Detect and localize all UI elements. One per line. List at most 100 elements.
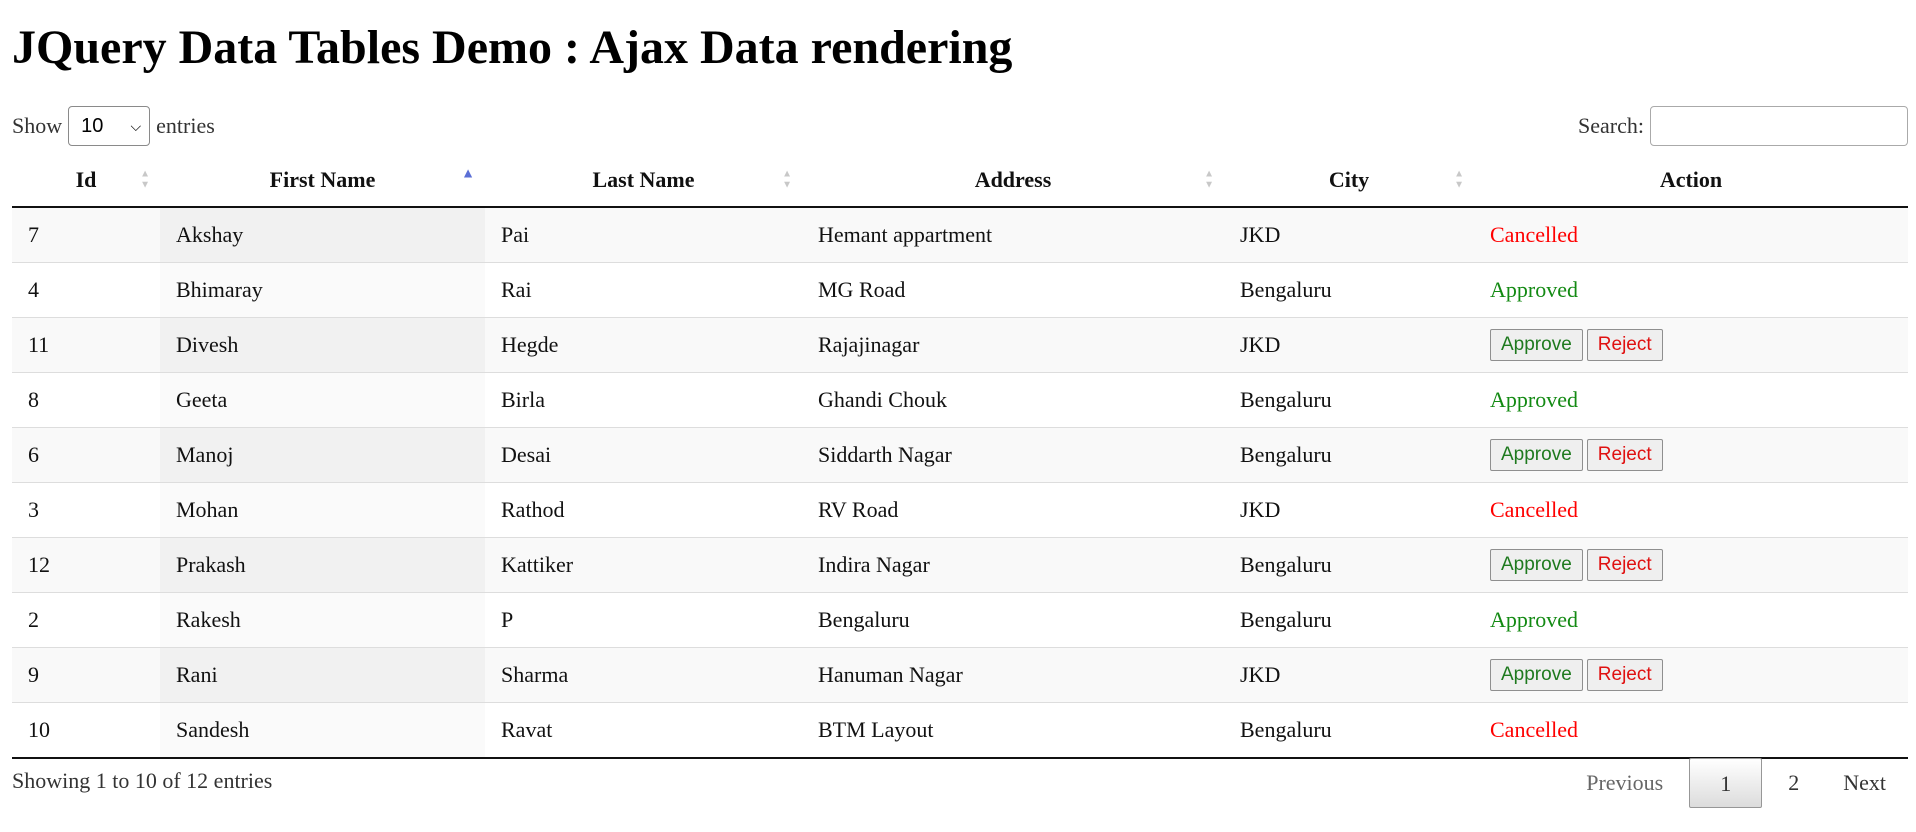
cell-address: RV Road [802,482,1224,538]
cell-first-name: Divesh [160,317,485,373]
cell-first-name: Geeta [160,372,485,428]
cell-city: JKD [1224,647,1474,703]
cell-id: 8 [12,372,160,428]
table-row: 11 Divesh Hegde Rajajinagar JKD Approve Reject [12,317,1908,373]
cell-first-name: Akshay [160,207,485,263]
cell-first-name: Manoj [160,427,485,483]
entries-per-page-select[interactable]: 10 ⌵ [68,106,151,146]
status-text: Cancelled [1490,497,1578,522]
cell-action: Approve Reject [1474,317,1908,373]
next-page-button[interactable]: Next [1843,770,1886,795]
column-header-last-name[interactable]: Last Name ▲ ▼ [485,154,802,208]
table-row: 10 Sandesh Ravat BTM Layout Bengaluru Cancell… [12,702,1908,759]
cell-first-name: Rani [160,647,485,703]
status-text: Cancelled [1490,222,1578,247]
cell-city: JKD [1224,207,1474,263]
cell-id: 4 [12,262,160,318]
cell-last-name: Desai [485,427,802,483]
search-control: Search: [1578,106,1908,146]
status-text: Approved [1490,277,1578,302]
cell-address: Bengaluru [802,592,1224,648]
cell-id: 2 [12,592,160,648]
cell-first-name: Sandesh [160,702,485,759]
cell-city: JKD [1224,482,1474,538]
table-row: 4 Bhimaray Rai MG Road Bengaluru Approved [12,262,1908,318]
cell-id: 11 [12,317,160,373]
cell-first-name: Mohan [160,482,485,538]
cell-id: 3 [12,482,160,538]
table-row: 2 Rakesh P Bengaluru Bengaluru Approved [12,592,1908,648]
cell-city: Bengaluru [1224,537,1474,593]
sort-both-icon: ▲ ▼ [140,168,150,191]
page-title: JQuery Data Tables Demo : Ajax Data rend… [12,21,1013,74]
cell-address: Ghandi Chouk [802,372,1224,428]
data-table: Id▲▼First Name▲▼Last Name▲▼Address▲▼City… [12,154,1908,759]
search-label: Search: [1578,113,1644,138]
column-header-label: Last Name [592,167,695,192]
approve-button[interactable]: Approve [1490,659,1583,691]
approve-button[interactable]: Approve [1490,549,1583,581]
table-body: 7 Akshay Pai Hemant appartment JKD Cancelled 4… [12,207,1908,759]
column-header-id[interactable]: Id ▲ ▼ [12,154,160,208]
table-row: 6 Manoj Desai Siddarth Nagar Bengaluru Approv… [12,427,1908,483]
cell-id: 6 [12,427,160,483]
table-row: 8 Geeta Birla Ghandi Chouk Bengaluru Approved [12,372,1908,428]
column-header-label: First Name [269,167,376,192]
cell-first-name: Prakash [160,537,485,593]
search-input[interactable] [1650,106,1908,146]
reject-button[interactable]: Reject [1586,549,1663,581]
approve-button[interactable]: Approve [1490,329,1583,361]
length-control: Show 10 ⌵ entries [12,106,215,146]
column-header-address[interactable]: Address ▲ ▼ [802,154,1224,208]
page-button-1[interactable]: 1 [1689,758,1763,808]
table-row: 3 Mohan Rathod RV Road JKD Cancelled [12,482,1908,538]
approve-button[interactable]: Approve [1490,439,1583,471]
cell-address: Rajajinagar [802,317,1224,373]
cell-action: Cancelled [1474,207,1908,263]
cell-last-name: Sharma [485,647,802,703]
page-button-2[interactable]: 2 [1788,770,1800,795]
cell-last-name: Rai [485,262,802,318]
table-row: 7 Akshay Pai Hemant appartment JKD Cancelled [12,207,1908,263]
cell-last-name: Birla [485,372,802,428]
cell-id: 12 [12,537,160,593]
table-row: 9 Rani Sharma Hanuman Nagar JKD Approve Reject [12,647,1908,703]
table-info: Showing 1 to 10 of 12 entries [12,768,273,793]
previous-page-button[interactable]: Previous [1586,770,1664,795]
column-header-city[interactable]: City ▲ ▼ [1224,154,1474,208]
cell-address: MG Road [802,262,1224,318]
column-header-label: City [1328,167,1370,192]
cell-city: Bengaluru [1224,702,1474,759]
cell-id: 9 [12,647,160,703]
cell-address: BTM Layout [802,702,1224,759]
cell-address: Hemant appartment [802,207,1224,263]
cell-last-name: Rathod [485,482,802,538]
cell-address: Siddarth Nagar [802,427,1224,483]
entries-label: entries [156,113,215,138]
cell-last-name: Pai [485,207,802,263]
cell-action: Cancelled [1474,482,1908,538]
cell-city: Bengaluru [1224,372,1474,428]
sort-ascending-icon: ▲▼ [461,166,475,182]
cell-first-name: Bhimaray [160,262,485,318]
column-header-label: Action [1659,167,1723,192]
sort-both-icon: ▲ ▼ [1204,168,1214,191]
cell-first-name: Rakesh [160,592,485,648]
cell-last-name: Kattiker [485,537,802,593]
reject-button[interactable]: Reject [1586,329,1663,361]
cell-id: 7 [12,207,160,263]
cell-action: Approved [1474,592,1908,648]
column-header-action: Action [1474,154,1908,208]
cell-last-name: Hegde [485,317,802,373]
table-row: 12 Prakash Kattiker Indira Nagar Bengaluru Ap… [12,537,1908,593]
cell-action: Approved [1474,262,1908,318]
status-text: Approved [1490,607,1578,632]
cell-action: Approved [1474,372,1908,428]
pagination: Previous 1 2 Next [1564,758,1908,808]
cell-last-name: P [485,592,802,648]
reject-button[interactable]: Reject [1586,659,1663,691]
status-text: Approved [1490,387,1578,412]
reject-button[interactable]: Reject [1586,439,1663,471]
table-header-row: Id▲▼First Name▲▼Last Name▲▼Address▲▼City… [12,154,1908,208]
column-header-first-name[interactable]: First Name ▲▼ [160,154,485,208]
